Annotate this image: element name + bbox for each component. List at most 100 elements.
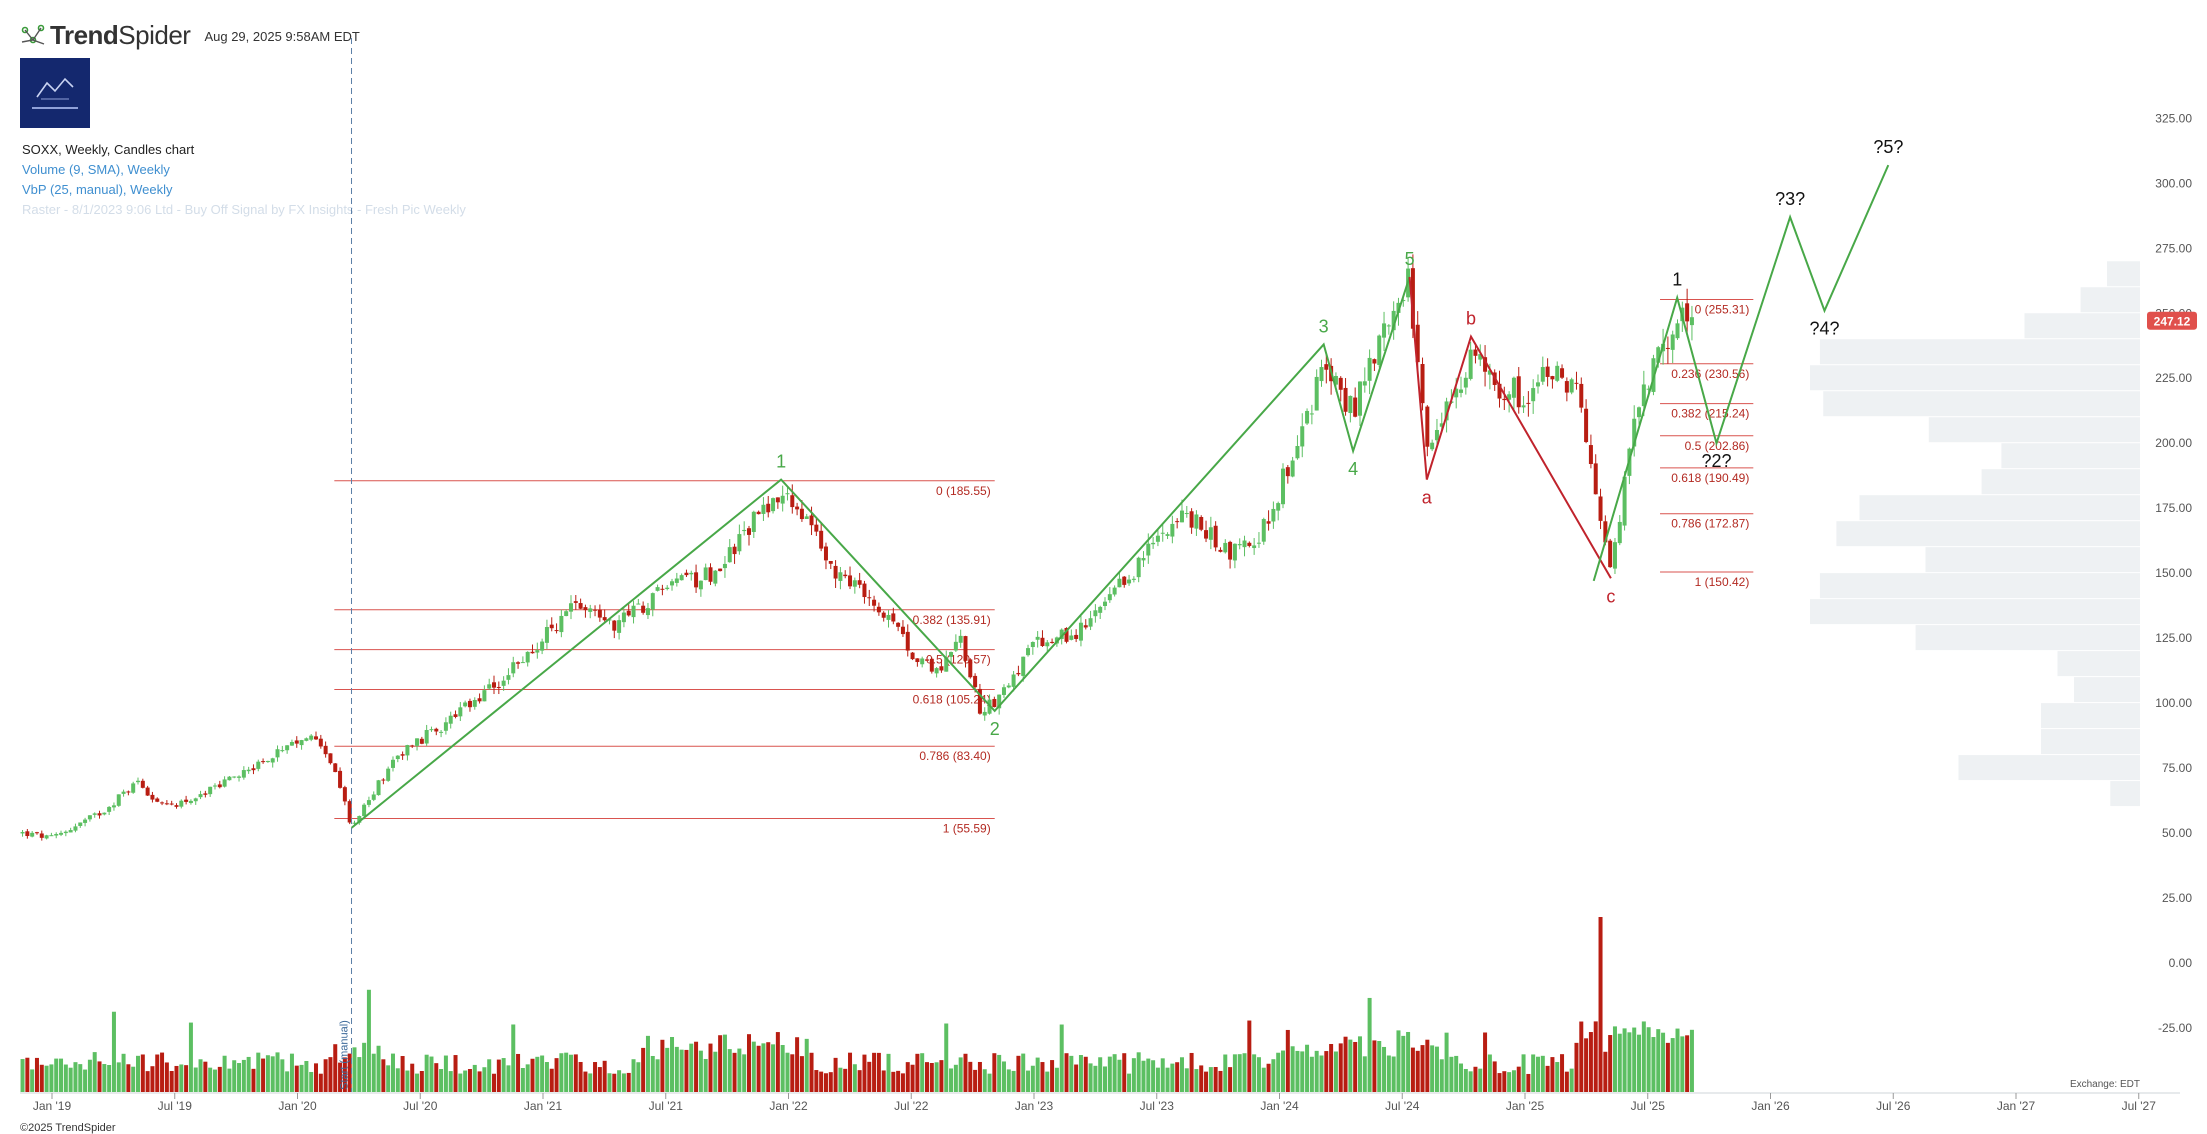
volume-bar bbox=[1656, 1029, 1661, 1092]
legend-volume-indicator[interactable]: Volume (9, SMA), Weekly bbox=[22, 162, 170, 177]
candle-body bbox=[1160, 532, 1165, 534]
candle-body bbox=[314, 736, 319, 740]
volume-bar bbox=[1223, 1054, 1228, 1092]
volume-bar bbox=[208, 1067, 213, 1092]
candle-body bbox=[1483, 357, 1488, 372]
candle-body bbox=[1333, 375, 1338, 385]
start-marker: Start (manual) bbox=[339, 38, 353, 1092]
candle-body bbox=[703, 567, 708, 581]
candle-body bbox=[621, 612, 626, 623]
candle-body bbox=[1386, 325, 1391, 327]
vbp-bar bbox=[1859, 495, 2140, 521]
volume-bar bbox=[381, 1059, 386, 1092]
candle-body bbox=[708, 567, 713, 582]
volume-bar bbox=[641, 1047, 646, 1092]
y-tick-label: 225.00 bbox=[2155, 371, 2192, 385]
volume-bar bbox=[1179, 1057, 1184, 1092]
volume-bar bbox=[602, 1060, 607, 1092]
volume-bar bbox=[862, 1054, 867, 1092]
y-tick-label: -25.00 bbox=[2158, 1021, 2192, 1035]
volume-bar bbox=[939, 1060, 944, 1092]
volume-bar bbox=[463, 1070, 468, 1092]
volume-bar bbox=[1540, 1055, 1545, 1092]
volume-bar bbox=[1309, 1056, 1314, 1092]
volume-bar bbox=[63, 1064, 68, 1092]
candle-body bbox=[265, 760, 270, 763]
volume-bar bbox=[689, 1043, 694, 1092]
candle-body bbox=[660, 588, 665, 590]
volume-bar bbox=[477, 1071, 482, 1092]
legend-faded-indicator[interactable]: Raster - 8/1/2023 9:06 Ltd - Buy Off Sig… bbox=[22, 202, 466, 217]
candle-body bbox=[366, 800, 371, 805]
volume-bar bbox=[823, 1073, 828, 1092]
projection-wave-label: ?2? bbox=[1701, 451, 1731, 471]
candle-body bbox=[713, 570, 718, 584]
last-price-box bbox=[2147, 311, 2197, 330]
volume-bar bbox=[881, 1070, 886, 1092]
volume-bar bbox=[111, 1011, 116, 1092]
candle-body bbox=[63, 831, 68, 834]
fib-retracements: 0 (185.55) 0.382 (135.91) 0.5 (120.57) 0.61… bbox=[334, 298, 1754, 836]
volume-bar bbox=[73, 1062, 78, 1092]
volume-bar bbox=[314, 1063, 319, 1092]
candle-body bbox=[511, 662, 516, 674]
candle-body bbox=[1526, 402, 1531, 404]
candle-body bbox=[1502, 398, 1507, 401]
volume-bar bbox=[390, 1053, 395, 1092]
volume-bar bbox=[1136, 1052, 1141, 1092]
volume-bar bbox=[1054, 1067, 1059, 1092]
candle-body bbox=[1425, 406, 1430, 447]
volume-bar bbox=[1670, 1038, 1675, 1092]
volume-bar bbox=[1252, 1054, 1257, 1092]
candle-body bbox=[1103, 601, 1108, 607]
volume-bar bbox=[1107, 1056, 1112, 1092]
vbp-bar bbox=[2057, 651, 2140, 677]
candle-body bbox=[477, 698, 482, 702]
volume-bar bbox=[424, 1054, 429, 1092]
volume-bar bbox=[963, 1053, 968, 1092]
candle-body bbox=[1141, 558, 1146, 561]
volume-bar bbox=[78, 1064, 83, 1092]
volume-bar bbox=[1127, 1073, 1132, 1092]
y-tick-label: 125.00 bbox=[2155, 631, 2192, 645]
volume-bar bbox=[992, 1053, 997, 1092]
volume-bar bbox=[1637, 1034, 1642, 1092]
candle-body bbox=[49, 835, 54, 837]
volume-bar bbox=[1579, 1021, 1584, 1092]
candle-body bbox=[429, 729, 434, 731]
candle-body bbox=[1271, 508, 1276, 522]
volume-bar bbox=[1550, 1057, 1555, 1092]
candle-body bbox=[1338, 377, 1343, 390]
volume-bar bbox=[342, 1057, 347, 1092]
candle-body bbox=[467, 700, 472, 708]
candle-body bbox=[280, 750, 285, 752]
volume-bar bbox=[1612, 1026, 1617, 1092]
volume-bar bbox=[126, 1064, 131, 1092]
candle-body bbox=[1646, 388, 1651, 390]
candle-body bbox=[915, 658, 920, 663]
volume-bar bbox=[1256, 1057, 1261, 1092]
volume-bar bbox=[1348, 1039, 1353, 1092]
candle-body bbox=[1487, 370, 1492, 375]
candle-body bbox=[1319, 367, 1324, 382]
legend-main-series[interactable]: SOXX, Weekly, Candles chart bbox=[22, 142, 195, 157]
y-axis: -25.00 0.00 25.00 50.00 75.00 100.00 125.00 150… bbox=[2155, 111, 2192, 1035]
vbp-bar bbox=[1981, 469, 2140, 495]
volume-bar bbox=[1228, 1067, 1233, 1092]
candle-body bbox=[294, 740, 299, 744]
volume-bar bbox=[289, 1053, 294, 1092]
candle-body bbox=[1093, 610, 1098, 617]
fib-level-label: 0.5 (202.86) bbox=[1685, 439, 1750, 453]
candle-body bbox=[1045, 642, 1050, 647]
vbp-bar bbox=[1928, 417, 2140, 443]
legend-vbp-indicator[interactable]: VbP (25, manual), Weekly bbox=[22, 182, 173, 197]
candle-body bbox=[1560, 368, 1565, 378]
volume-bar bbox=[771, 1044, 776, 1092]
candle-body bbox=[1324, 364, 1329, 370]
vbp-bar bbox=[1819, 339, 2140, 365]
candle-body bbox=[650, 593, 655, 610]
y-tick-label: 200.00 bbox=[2155, 436, 2192, 450]
volume-bar bbox=[256, 1052, 261, 1092]
candle-body bbox=[857, 580, 862, 585]
